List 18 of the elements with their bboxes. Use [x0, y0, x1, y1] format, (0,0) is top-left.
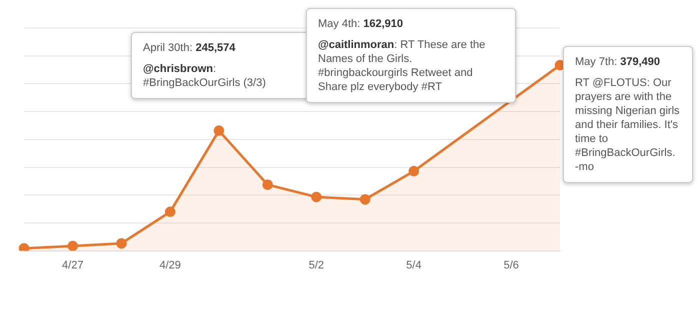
tooltip-card: May 4th: 162,910 @caitlinmoran: RT These are the Names of the Girls. #bringbackourgirls Retweet and Share plz everybody #RT: [306, 8, 516, 103]
x-tick-label: 5/2: [308, 259, 324, 272]
tooltip-card: May 7th: 379,490 RT @FLOTUS: Our prayers are with the missing Nigerian girls and their families. It's time to #BringBackOurGirls. -mo: [563, 46, 693, 183]
x-tick-label: 4/27: [62, 259, 84, 272]
x-tick-label: 5/4: [406, 259, 422, 272]
annotation: May 4th: 162,910 @caitlinmoran: RT These are the Names of the Girls. #bringbackourgirls Retweet and Share plz everybody #RT: [318, 17, 486, 94]
point: [360, 194, 370, 205]
point: [214, 125, 224, 136]
point: [67, 240, 78, 251]
point: [18, 243, 30, 251]
point: [408, 166, 420, 176]
point: [262, 179, 273, 190]
point: [311, 192, 322, 202]
point: [116, 238, 127, 249]
point: [164, 206, 176, 218]
x-tick-label: 5/6: [504, 259, 519, 272]
x-tick-label: 4/29: [159, 259, 181, 272]
annotation: April 30th: 245,574 @chrisbrown: #BringBackOurGirls (3/3): [143, 41, 267, 90]
